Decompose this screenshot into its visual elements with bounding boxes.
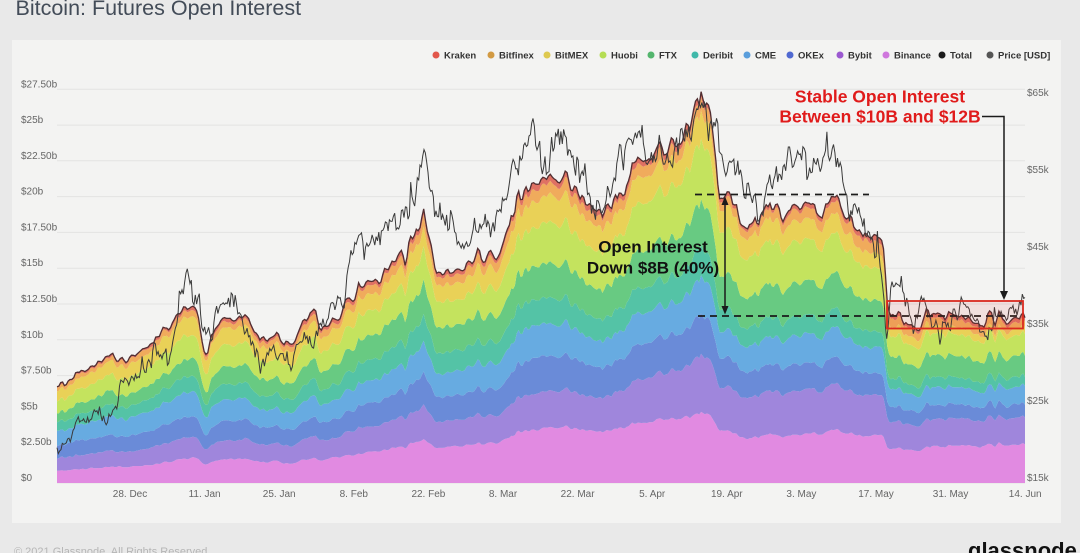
svg-text:$22.50b: $22.50b bbox=[21, 151, 58, 162]
svg-text:25. Jan: 25. Jan bbox=[263, 489, 296, 500]
svg-text:Stable Open Interest: Stable Open Interest bbox=[795, 87, 965, 107]
svg-text:$15k: $15k bbox=[1027, 473, 1050, 484]
svg-text:8. Feb: 8. Feb bbox=[340, 489, 369, 500]
svg-text:8. Mar: 8. Mar bbox=[489, 489, 518, 500]
svg-text:Open Interest: Open Interest bbox=[598, 238, 708, 257]
svg-text:$17.50b: $17.50b bbox=[21, 222, 58, 233]
svg-text:$55k: $55k bbox=[1027, 165, 1050, 176]
svg-text:$25k: $25k bbox=[1027, 396, 1050, 407]
svg-text:14. Jun: 14. Jun bbox=[1009, 489, 1042, 500]
svg-text:22. Feb: 22. Feb bbox=[411, 489, 445, 500]
svg-text:17. May: 17. May bbox=[858, 489, 894, 500]
svg-text:$65k: $65k bbox=[1027, 88, 1050, 99]
svg-text:28. Dec: 28. Dec bbox=[113, 489, 147, 500]
svg-text:FTX: FTX bbox=[659, 51, 678, 62]
svg-text:22. Mar: 22. Mar bbox=[561, 489, 596, 500]
svg-text:$12.50b: $12.50b bbox=[21, 294, 58, 305]
svg-text:$5b: $5b bbox=[21, 401, 38, 412]
svg-text:Bitfinex: Bitfinex bbox=[499, 51, 535, 62]
svg-text:OKEx: OKEx bbox=[798, 51, 825, 62]
svg-text:CME: CME bbox=[755, 51, 776, 62]
svg-text:Deribit: Deribit bbox=[703, 51, 734, 62]
svg-text:BitMEX: BitMEX bbox=[555, 51, 589, 62]
svg-text:3. May: 3. May bbox=[786, 489, 816, 500]
svg-text:$35k: $35k bbox=[1027, 319, 1050, 330]
svg-text:Bybit: Bybit bbox=[848, 51, 873, 62]
svg-text:31. May: 31. May bbox=[933, 489, 969, 500]
svg-text:Binance: Binance bbox=[894, 51, 931, 62]
svg-text:glassnode: glassnode bbox=[968, 538, 1077, 553]
svg-text:$15b: $15b bbox=[21, 258, 44, 269]
svg-text:Total: Total bbox=[950, 51, 972, 62]
svg-text:$45k: $45k bbox=[1027, 242, 1050, 253]
svg-text:$10b: $10b bbox=[21, 330, 44, 341]
svg-text:$25b: $25b bbox=[21, 115, 44, 126]
svg-text:19. Apr: 19. Apr bbox=[711, 489, 743, 500]
svg-text:$27.50b: $27.50b bbox=[21, 79, 58, 90]
svg-text:© 2021 Glassnode. All Rights R: © 2021 Glassnode. All Rights Reserved bbox=[14, 546, 207, 553]
svg-text:5. Apr: 5. Apr bbox=[639, 489, 666, 500]
svg-text:Bitcoin: Futures Open Interest: Bitcoin: Futures Open Interest bbox=[16, 0, 302, 20]
svg-text:$0: $0 bbox=[21, 473, 33, 484]
svg-text:Between $10B and $12B: Between $10B and $12B bbox=[779, 107, 980, 127]
svg-text:$20b: $20b bbox=[21, 187, 44, 198]
svg-text:$7.50b: $7.50b bbox=[21, 366, 52, 377]
svg-text:11. Jan: 11. Jan bbox=[189, 489, 221, 500]
svg-text:Down $8B (40%): Down $8B (40%) bbox=[587, 259, 719, 278]
svg-text:Huobi: Huobi bbox=[611, 51, 638, 62]
svg-text:Kraken: Kraken bbox=[444, 51, 476, 62]
svg-text:$2.50b: $2.50b bbox=[21, 437, 52, 448]
svg-text:Price [USD]: Price [USD] bbox=[998, 51, 1050, 62]
